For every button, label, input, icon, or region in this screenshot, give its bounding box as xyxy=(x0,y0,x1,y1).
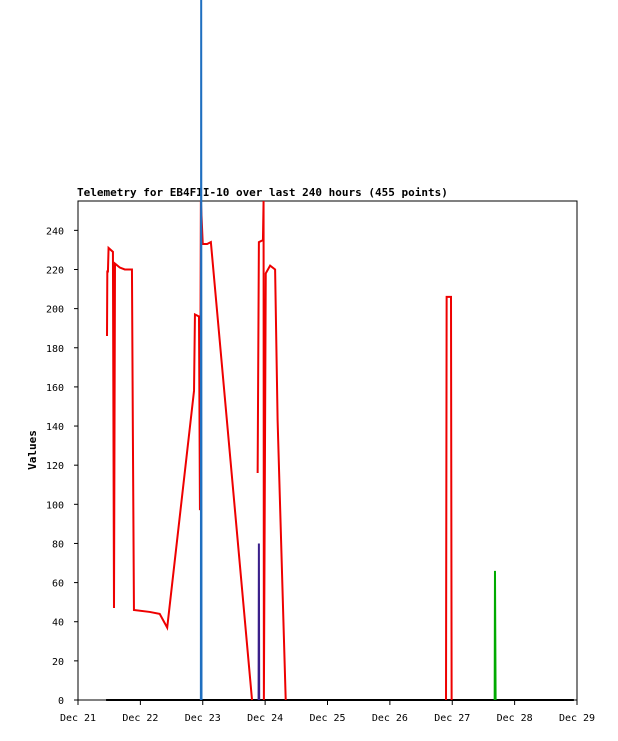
x-tick-label: Dec 29 xyxy=(559,713,595,724)
x-tick-label: Dec 25 xyxy=(309,713,345,724)
x-tick-label: Dec 22 xyxy=(122,713,158,724)
y-tick-label: 100 xyxy=(46,500,64,511)
y-tick-label: 160 xyxy=(46,383,64,394)
y-axis-label: Values xyxy=(26,430,39,470)
series-line xyxy=(199,0,203,701)
y-tick-label: 40 xyxy=(52,618,64,629)
series-line xyxy=(257,543,261,701)
plot-frame xyxy=(77,200,578,701)
x-tick-label: Dec 23 xyxy=(185,713,221,724)
series-line xyxy=(106,200,453,701)
x-tick-label: Dec 21 xyxy=(60,713,96,724)
y-tick-label: 20 xyxy=(52,657,64,668)
y-tick-label: 140 xyxy=(46,422,64,433)
y-tick-label: 120 xyxy=(46,461,64,472)
y-tick-label: 240 xyxy=(46,226,64,237)
x-tick-label: Dec 26 xyxy=(372,713,408,724)
y-tick-label: 60 xyxy=(52,579,64,590)
y-tick-label: 220 xyxy=(46,265,64,276)
y-tick-label: 0 xyxy=(58,696,64,707)
x-tick-label: Dec 27 xyxy=(434,713,470,724)
x-tick-label: Dec 28 xyxy=(497,713,533,724)
y-tick-label: 180 xyxy=(46,344,64,355)
y-tick-label: 80 xyxy=(52,539,64,550)
chart-title: Telemetry for EB4FII-10 over last 240 ho… xyxy=(77,186,448,199)
y-tick-label: 200 xyxy=(46,305,64,316)
series-line xyxy=(493,570,497,701)
x-tick-label: Dec 24 xyxy=(247,713,283,724)
